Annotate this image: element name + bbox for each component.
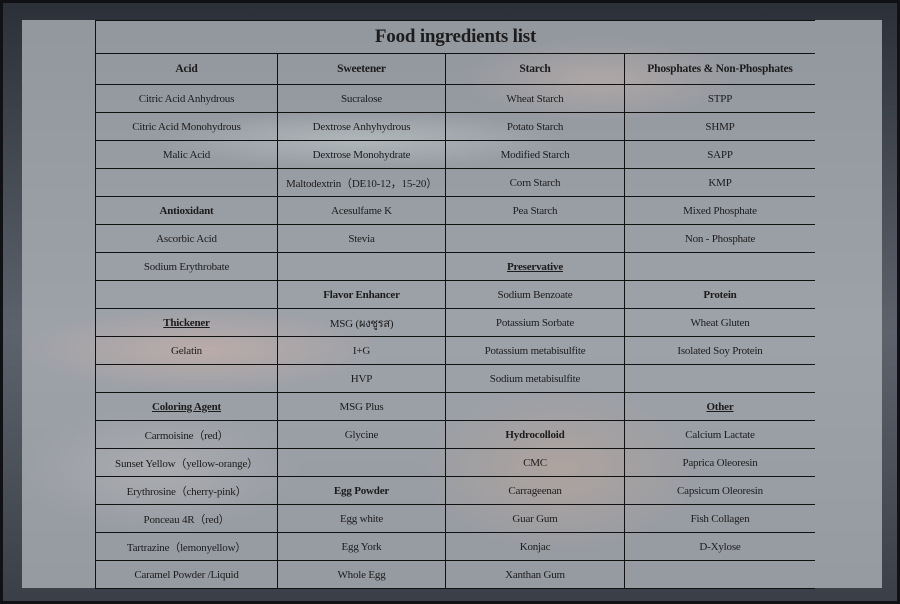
table-cell: Acesulfame K <box>277 196 446 225</box>
table-cell: I+G <box>277 336 446 365</box>
table-cell: MSG (ผงชูรส) <box>277 308 446 337</box>
table-row: Flavor Enhancer Sodium Benzoate Protein <box>95 280 815 309</box>
table-title: Food ingredients list <box>95 20 815 54</box>
table-row: Gelatin I+G Potassium metabisulfite Isolate… <box>95 336 815 365</box>
table-cell: Wheat Gluten <box>624 308 815 337</box>
table-cell: Glycine <box>277 420 446 449</box>
table-cell: Sunset Yellow（yellow-orange） <box>95 448 278 477</box>
table-cell: Carrageenan <box>445 476 625 505</box>
table-row: Carmoisine（red） Glycine Hydrocolloid Calciu… <box>95 420 815 449</box>
table-cell: Guar Gum <box>445 504 625 533</box>
table-cell: Non - Phosphate <box>624 224 815 253</box>
table-row: Citric Acid Monohydrous Dextrose Anhyhydr… <box>95 112 815 141</box>
table-row: Ponceau 4R（red） Egg white Guar Gum Fish Col… <box>95 504 815 533</box>
category-heading-cell: Egg Powder <box>277 476 446 505</box>
table-cell: Calcium Lactate <box>624 420 815 449</box>
table-cell: Citric Acid Monohydrous <box>95 112 278 141</box>
table-cell: Carmoisine（red） <box>95 420 278 449</box>
table-cell: STPP <box>624 84 815 113</box>
table-row: Sunset Yellow（yellow-orange） CMC Paprica O… <box>95 448 815 477</box>
category-heading-cell: Thickener <box>95 308 278 337</box>
category-heading-cell: Hydrocolloid <box>445 420 625 449</box>
table-cell: Sodium metabisulfite <box>445 364 625 393</box>
table-cell: D-Xylose <box>624 532 815 561</box>
table-cell <box>624 252 815 281</box>
table-cell: Egg white <box>277 504 446 533</box>
header-row: Acid Sweetener Starch Phosphates & Non-P… <box>95 53 815 85</box>
table-row: Caramel Powder /Liquid Whole Egg Xanthan G… <box>95 560 815 589</box>
table-cell: Xanthan Gum <box>445 560 625 589</box>
table-cell: Malic Acid <box>95 140 278 169</box>
table-cell: Citric Acid Anhydrous <box>95 84 278 113</box>
category-heading-cell: Preservative <box>445 252 625 281</box>
category-heading-cell: Other <box>624 392 815 421</box>
column-header-sweetener: Sweetener <box>277 53 446 85</box>
table-cell: Corn Starch <box>445 168 625 197</box>
table-cell: SHMP <box>624 112 815 141</box>
table-cell: Wheat Starch <box>445 84 625 113</box>
table-cell: Erythrosine（cherry-pink） <box>95 476 278 505</box>
table-cell: Sodium Benzoate <box>445 280 625 309</box>
table-cell <box>95 280 278 309</box>
table-cell: SAPP <box>624 140 815 169</box>
table-row: Antioxidant Acesulfame K Pea Starch Mixed P… <box>95 196 815 225</box>
table-cell: Whole Egg <box>277 560 446 589</box>
table-row: Malic Acid Dextrose Monohydrate Modified S… <box>95 140 815 169</box>
table-cell: CMC <box>445 448 625 477</box>
table-cell: Fish Collagen <box>624 504 815 533</box>
table-cell: Sodium Erythrobate <box>95 252 278 281</box>
table-cell: Pea Starch <box>445 196 625 225</box>
table-cell: Sucralose <box>277 84 446 113</box>
table-row: Sodium Erythrobate Preservative <box>95 252 815 281</box>
category-heading-cell: Protein <box>624 280 815 309</box>
table-cell: Potassium Sorbate <box>445 308 625 337</box>
table-cell: Capsicum Oleoresin <box>624 476 815 505</box>
table-row: Tartrazine（lemonyellow） Egg York Konjac D-X… <box>95 532 815 561</box>
table-cell: Gelatin <box>95 336 278 365</box>
category-heading-cell: Flavor Enhancer <box>277 280 446 309</box>
table-cell: KMP <box>624 168 815 197</box>
table-cell: HVP <box>277 364 446 393</box>
column-header-acid: Acid <box>95 53 278 85</box>
table-cell: Potato Starch <box>445 112 625 141</box>
table-cell <box>624 364 815 393</box>
table-cell: Maltodextrin（DE10-12，15-20） <box>277 168 446 197</box>
table-cell: Tartrazine（lemonyellow） <box>95 532 278 561</box>
table-cell: Egg York <box>277 532 446 561</box>
table-cell: Caramel Powder /Liquid <box>95 560 278 589</box>
table-row: Citric Acid Anhydrous Sucralose Wheat Star… <box>95 84 815 113</box>
table-cell: Isolated Soy Protein <box>624 336 815 365</box>
table-cell <box>277 252 446 281</box>
table-row: Ascorbic Acid Stevia Non - Phosphate <box>95 224 815 253</box>
table-cell: Dextrose Monohydrate <box>277 140 446 169</box>
table-cell <box>445 392 625 421</box>
table-cell <box>95 168 278 197</box>
table-cell <box>445 224 625 253</box>
category-heading-cell: Coloring Agent <box>95 392 278 421</box>
ingredients-table: Food ingredients list Acid Sweetener Sta… <box>95 20 815 589</box>
table-row: Thickener MSG (ผงชูรส) Potassium Sorbate Wh… <box>95 308 815 337</box>
table-cell: Potassium metabisulfite <box>445 336 625 365</box>
table-cell: Ponceau 4R（red） <box>95 504 278 533</box>
column-header-phosphates: Phosphates & Non-Phosphates <box>624 53 815 85</box>
table-row: HVP Sodium metabisulfite <box>95 364 815 393</box>
table-cell: Paprica Oleoresin <box>624 448 815 477</box>
category-heading-cell: Antioxidant <box>95 196 278 225</box>
table-cell: Konjac <box>445 532 625 561</box>
table-cell <box>277 448 446 477</box>
table-cell: Ascorbic Acid <box>95 224 278 253</box>
table-row: Maltodextrin（DE10-12，15-20） Corn Starch KM… <box>95 168 815 197</box>
table-row: Coloring Agent MSG Plus Other <box>95 392 815 421</box>
table-cell: Stevia <box>277 224 446 253</box>
table-cell: MSG Plus <box>277 392 446 421</box>
table-cell: Modified Starch <box>445 140 625 169</box>
table-cell <box>624 560 815 589</box>
table-cell: Mixed Phosphate <box>624 196 815 225</box>
column-header-starch: Starch <box>445 53 625 85</box>
title-row: Food ingredients list <box>95 20 815 54</box>
table-row: Erythrosine（cherry-pink） Egg Powder Carrag… <box>95 476 815 505</box>
table-cell <box>95 364 278 393</box>
table-cell: Dextrose Anhyhydrous <box>277 112 446 141</box>
